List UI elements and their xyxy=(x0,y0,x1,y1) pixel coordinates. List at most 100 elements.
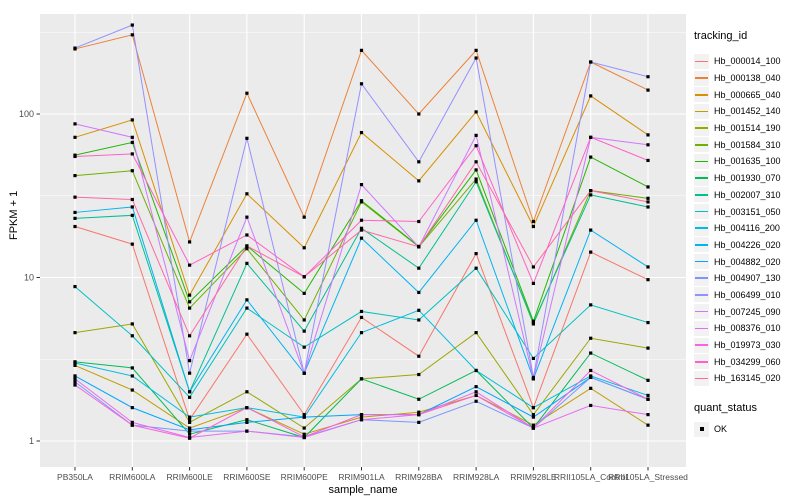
data-point xyxy=(73,154,77,159)
data-point xyxy=(646,378,650,382)
data-point xyxy=(589,228,593,232)
data-point xyxy=(474,390,478,394)
data-point xyxy=(245,298,249,302)
data-point xyxy=(245,247,249,251)
legend-item-label: Hb_006499_010 xyxy=(714,289,781,300)
legend-item-label: Hb_002007_310 xyxy=(714,189,781,200)
data-point xyxy=(359,236,364,240)
data-point xyxy=(130,334,134,338)
legend-item-Hb_034299_060: Hb_034299_060 xyxy=(694,353,781,370)
data-point xyxy=(302,426,306,430)
data-point xyxy=(130,366,134,370)
data-point xyxy=(302,246,306,250)
data-point xyxy=(589,155,593,159)
legend-key-box xyxy=(694,187,709,203)
y-tick-label: 100 xyxy=(19,109,34,119)
data-point xyxy=(130,423,134,427)
data-point xyxy=(73,331,77,335)
data-point xyxy=(359,130,364,135)
data-point xyxy=(188,334,192,338)
legend-key-box xyxy=(694,304,709,320)
data-point xyxy=(302,415,306,419)
data-point xyxy=(73,377,77,381)
legend-item-Hb_001930_070: Hb_001930_070 xyxy=(694,170,781,187)
legend-key-box xyxy=(694,320,709,336)
data-point xyxy=(589,368,593,373)
data-point xyxy=(73,380,77,384)
series-color-line-icon xyxy=(695,327,708,330)
data-point xyxy=(474,266,478,270)
data-point xyxy=(417,112,421,116)
data-point xyxy=(474,48,478,52)
data-point xyxy=(188,418,192,422)
legend-key-box xyxy=(694,170,709,186)
legend-item-label: Hb_004116_200 xyxy=(714,223,780,234)
x-tick-label: RRIM901LA xyxy=(338,472,385,482)
legend-item-label: Hb_001452_140 xyxy=(714,106,781,117)
legend-items: Hb_000014_100 Hb_000138_040 Hb_000665_040 H… xyxy=(694,53,781,387)
series-color-line-icon xyxy=(695,294,708,296)
data-point xyxy=(130,152,134,156)
data-point xyxy=(474,110,478,114)
legend-key-box xyxy=(694,220,709,236)
legend-item-Hb_001584_310: Hb_001584_310 xyxy=(694,136,781,153)
data-point xyxy=(531,281,535,286)
data-point xyxy=(589,386,593,390)
series-color-line-icon xyxy=(695,227,708,229)
data-point xyxy=(188,426,192,430)
data-point xyxy=(245,332,249,336)
data-point xyxy=(245,261,249,265)
legend-item-label: Hb_003151_050 xyxy=(714,206,781,217)
data-point xyxy=(245,406,249,410)
data-point xyxy=(73,210,77,215)
data-point xyxy=(417,179,421,183)
data-point xyxy=(73,363,77,367)
legend-item-Hb_001452_140: Hb_001452_140 xyxy=(694,103,781,120)
series-color-line-icon xyxy=(695,127,708,129)
data-point xyxy=(589,250,593,254)
x-axis-title: sample_name xyxy=(328,484,398,496)
data-point xyxy=(359,226,364,230)
legend-key-box xyxy=(694,103,709,119)
data-point xyxy=(589,303,593,307)
legend2-items: OK xyxy=(694,421,727,438)
data-point xyxy=(646,346,650,350)
legend-item-label: Hb_000014_100 xyxy=(714,56,781,67)
data-point xyxy=(359,48,364,52)
data-point xyxy=(531,377,535,381)
series-color-line-icon xyxy=(695,177,708,179)
data-point xyxy=(130,388,134,392)
legend-item-Hb_000014_100: Hb_000014_100 xyxy=(694,53,781,70)
data-point xyxy=(531,423,535,427)
legend-item-label: Hb_008376_010 xyxy=(714,323,781,334)
legend-title-quant-status: quant_status xyxy=(694,402,757,414)
data-point xyxy=(417,308,421,312)
legend-item-Hb_163145_020: Hb_163145_020 xyxy=(694,370,781,387)
data-point xyxy=(589,336,593,340)
x-tick-label: RRIM600LA xyxy=(109,472,156,482)
data-point xyxy=(417,318,421,322)
data-point xyxy=(417,354,421,358)
data-point xyxy=(531,415,535,419)
panel-background xyxy=(40,14,686,467)
y-tick-label: 1 xyxy=(29,436,34,446)
data-point xyxy=(188,293,192,297)
data-point xyxy=(474,133,478,137)
data-point xyxy=(73,173,77,178)
series-color-line-icon xyxy=(695,77,708,79)
y-tick-label: 10 xyxy=(24,273,34,283)
data-point xyxy=(417,413,421,417)
data-point xyxy=(188,359,192,363)
series-color-line-icon xyxy=(695,210,708,213)
data-point xyxy=(646,88,650,92)
legend-item-Hb_019973_030: Hb_019973_030 xyxy=(694,337,781,354)
data-point xyxy=(474,399,478,403)
data-point xyxy=(646,200,650,204)
data-point xyxy=(589,135,593,139)
data-point xyxy=(531,224,535,229)
legend-item-label: Hb_001584_310 xyxy=(714,139,781,150)
data-point xyxy=(302,371,306,375)
data-point xyxy=(531,320,535,325)
data-point xyxy=(245,420,249,424)
legend-item-label: Hb_034299_060 xyxy=(714,356,781,367)
